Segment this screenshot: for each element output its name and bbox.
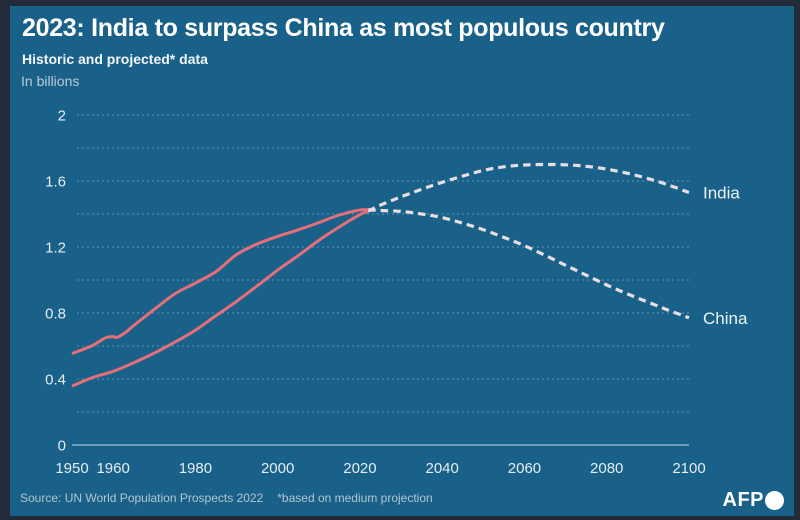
- x-tick-label: 2080: [590, 460, 623, 477]
- y-tick-label: 1.6: [45, 174, 66, 191]
- x-tick-label: 2020: [343, 460, 376, 477]
- afp-logo-text: AFP: [722, 489, 764, 511]
- y-tick-label: 0.4: [45, 372, 66, 389]
- india-projected-line: [367, 162, 690, 213]
- series-label-india: India: [703, 184, 740, 203]
- x-tick-label: 1950: [55, 460, 88, 477]
- y-tick-label: 0: [58, 438, 66, 455]
- y-tick-label: 0.8: [45, 306, 66, 323]
- x-tick-label: 1960: [96, 460, 129, 477]
- source-note: Source: UN World Population Prospects 20…: [20, 491, 264, 505]
- y-axis-unit-label: In billions: [21, 73, 80, 89]
- india-historic-line: [71, 209, 369, 388]
- chart-title: 2023: India to surpass China as most pop…: [22, 14, 665, 42]
- footer: Source: UN World Population Prospects 20…: [20, 491, 433, 505]
- x-tick-label: 1980: [179, 460, 212, 477]
- china-historic-line: [71, 208, 369, 355]
- projection-footnote: *based on medium projection: [277, 491, 433, 505]
- series-label-china: China: [703, 309, 748, 328]
- chart-subtitle: Historic and projected* data: [22, 51, 208, 67]
- x-tick-label: 2100: [672, 460, 705, 477]
- x-tick-label: 2000: [261, 460, 294, 477]
- x-tick-label: 2060: [508, 460, 541, 477]
- afp-logo: AFP: [722, 489, 784, 512]
- x-tick-label: 2040: [426, 460, 459, 477]
- infographic-canvas: [10, 6, 794, 516]
- china-projected-line: [368, 208, 690, 320]
- afp-logo-circle-icon: [765, 491, 784, 510]
- y-tick-label: 1.2: [45, 240, 66, 257]
- y-tick-label: 2: [58, 108, 66, 125]
